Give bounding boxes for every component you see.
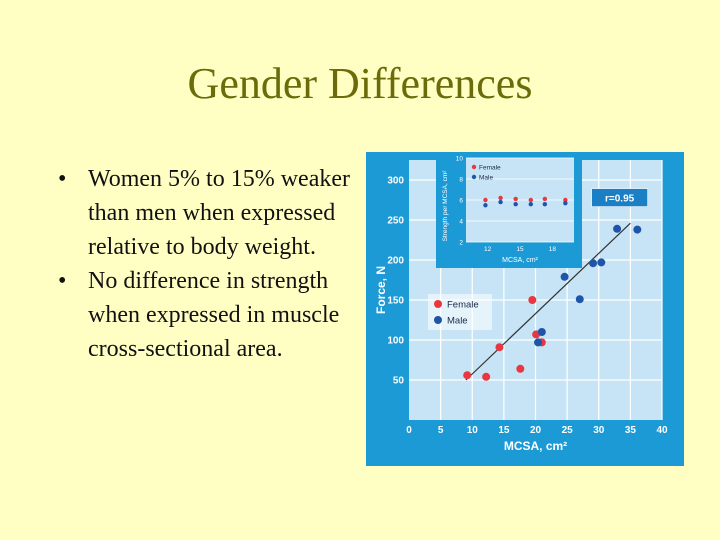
inset-data-point-male [513, 202, 518, 207]
x-tick-label: 25 [562, 425, 574, 436]
y-tick-label: 100 [387, 336, 404, 347]
legend-marker [434, 316, 442, 324]
inset-y-tick-label: 10 [456, 156, 464, 163]
bullet-text: No difference in strength when expressed… [88, 268, 340, 362]
inset-data-point-female [513, 196, 518, 202]
bullet-list: • Women 5% to 15% weaker than men when e… [58, 162, 358, 366]
x-tick-label: 15 [498, 425, 510, 436]
data-point-female [516, 364, 525, 373]
data-point-male [613, 224, 622, 233]
inset-data-point-male [542, 202, 548, 207]
bullet-item: • Women 5% to 15% weaker than men when e… [58, 162, 358, 264]
y-tick-label: 150 [387, 296, 404, 307]
data-point-male [537, 328, 546, 336]
y-tick-label: 200 [387, 256, 404, 267]
inset-legend-marker [471, 164, 477, 170]
inset-data-point-male [563, 200, 568, 206]
data-point-male [589, 259, 598, 268]
x-tick-label: 10 [467, 425, 479, 436]
inset-data-point-female [483, 197, 488, 203]
legend-label: Female [447, 300, 479, 311]
data-point-male [597, 258, 606, 267]
annotation-text: r=0.95 [605, 194, 635, 205]
bullet-item: • No difference in strength when express… [58, 264, 358, 366]
inset-x-axis-label: MCSA, cm² [502, 257, 538, 264]
inset-data-point-female [542, 196, 548, 202]
x-tick-label: 0 [406, 425, 412, 436]
inset-x-tick-label: 15 [516, 246, 524, 253]
x-axis-label: MCSA, cm² [504, 439, 567, 453]
y-tick-label: 50 [393, 376, 405, 387]
x-tick-label: 5 [438, 425, 444, 436]
inset-y-tick-label: 6 [459, 198, 463, 205]
inset-data-point-male [483, 203, 488, 208]
inset-y-tick-label: 4 [459, 219, 463, 226]
inset-x-tick-label: 18 [549, 246, 557, 253]
data-point-male [575, 295, 584, 304]
legend-label: Male [447, 316, 468, 327]
inset-data-point-male [498, 199, 503, 205]
scatter-figure: 0 5 10 15 20 25 30 35 40 50 100 150 200 250 300 MCSA, c… [366, 152, 684, 466]
slide-title: Gender Differences [187, 59, 533, 108]
trend-line [465, 222, 631, 381]
legend-box [428, 294, 492, 330]
data-point-female [528, 296, 537, 304]
inset-y-tick-label: 2 [459, 240, 463, 247]
inset-x-tick-label: 12 [484, 246, 492, 253]
bullet-text: Women 5% to 15% weaker than men when exp… [88, 166, 350, 260]
data-point-male [633, 225, 642, 234]
inset-legend-label: Female [479, 165, 501, 172]
inset-data-point-female [528, 197, 533, 203]
inset-data-point-male [528, 202, 533, 207]
x-tick-label: 40 [656, 425, 668, 436]
x-tick-label: 35 [625, 425, 637, 436]
data-point-female [463, 371, 472, 380]
legend-marker [434, 300, 442, 308]
inset-data-point-female [563, 197, 568, 203]
data-point-male [560, 272, 569, 281]
data-point-female [482, 372, 491, 381]
y-tick-label: 300 [387, 176, 404, 187]
x-tick-label: 30 [593, 425, 605, 436]
inset-y-tick-label: 8 [459, 177, 463, 184]
bullet-glyph: • [58, 166, 67, 192]
inset-y-axis-label: Strength per MCSA, cm² [442, 170, 449, 242]
x-tick-label: 20 [530, 425, 542, 436]
annotation-box [591, 188, 648, 207]
data-point-male [534, 338, 543, 347]
chart-svg: 0 5 10 15 20 25 30 35 40 50 100 150 200 250 300 MCSA, c… [374, 154, 668, 453]
bullet-glyph: • [58, 268, 67, 294]
inset-legend-marker [471, 174, 477, 180]
data-point-female [495, 343, 504, 352]
inset-legend-label: Male [479, 175, 493, 182]
y-axis-label: Force, N [374, 266, 388, 314]
y-tick-label: 250 [387, 216, 404, 227]
inset-data-point-female [498, 195, 503, 201]
